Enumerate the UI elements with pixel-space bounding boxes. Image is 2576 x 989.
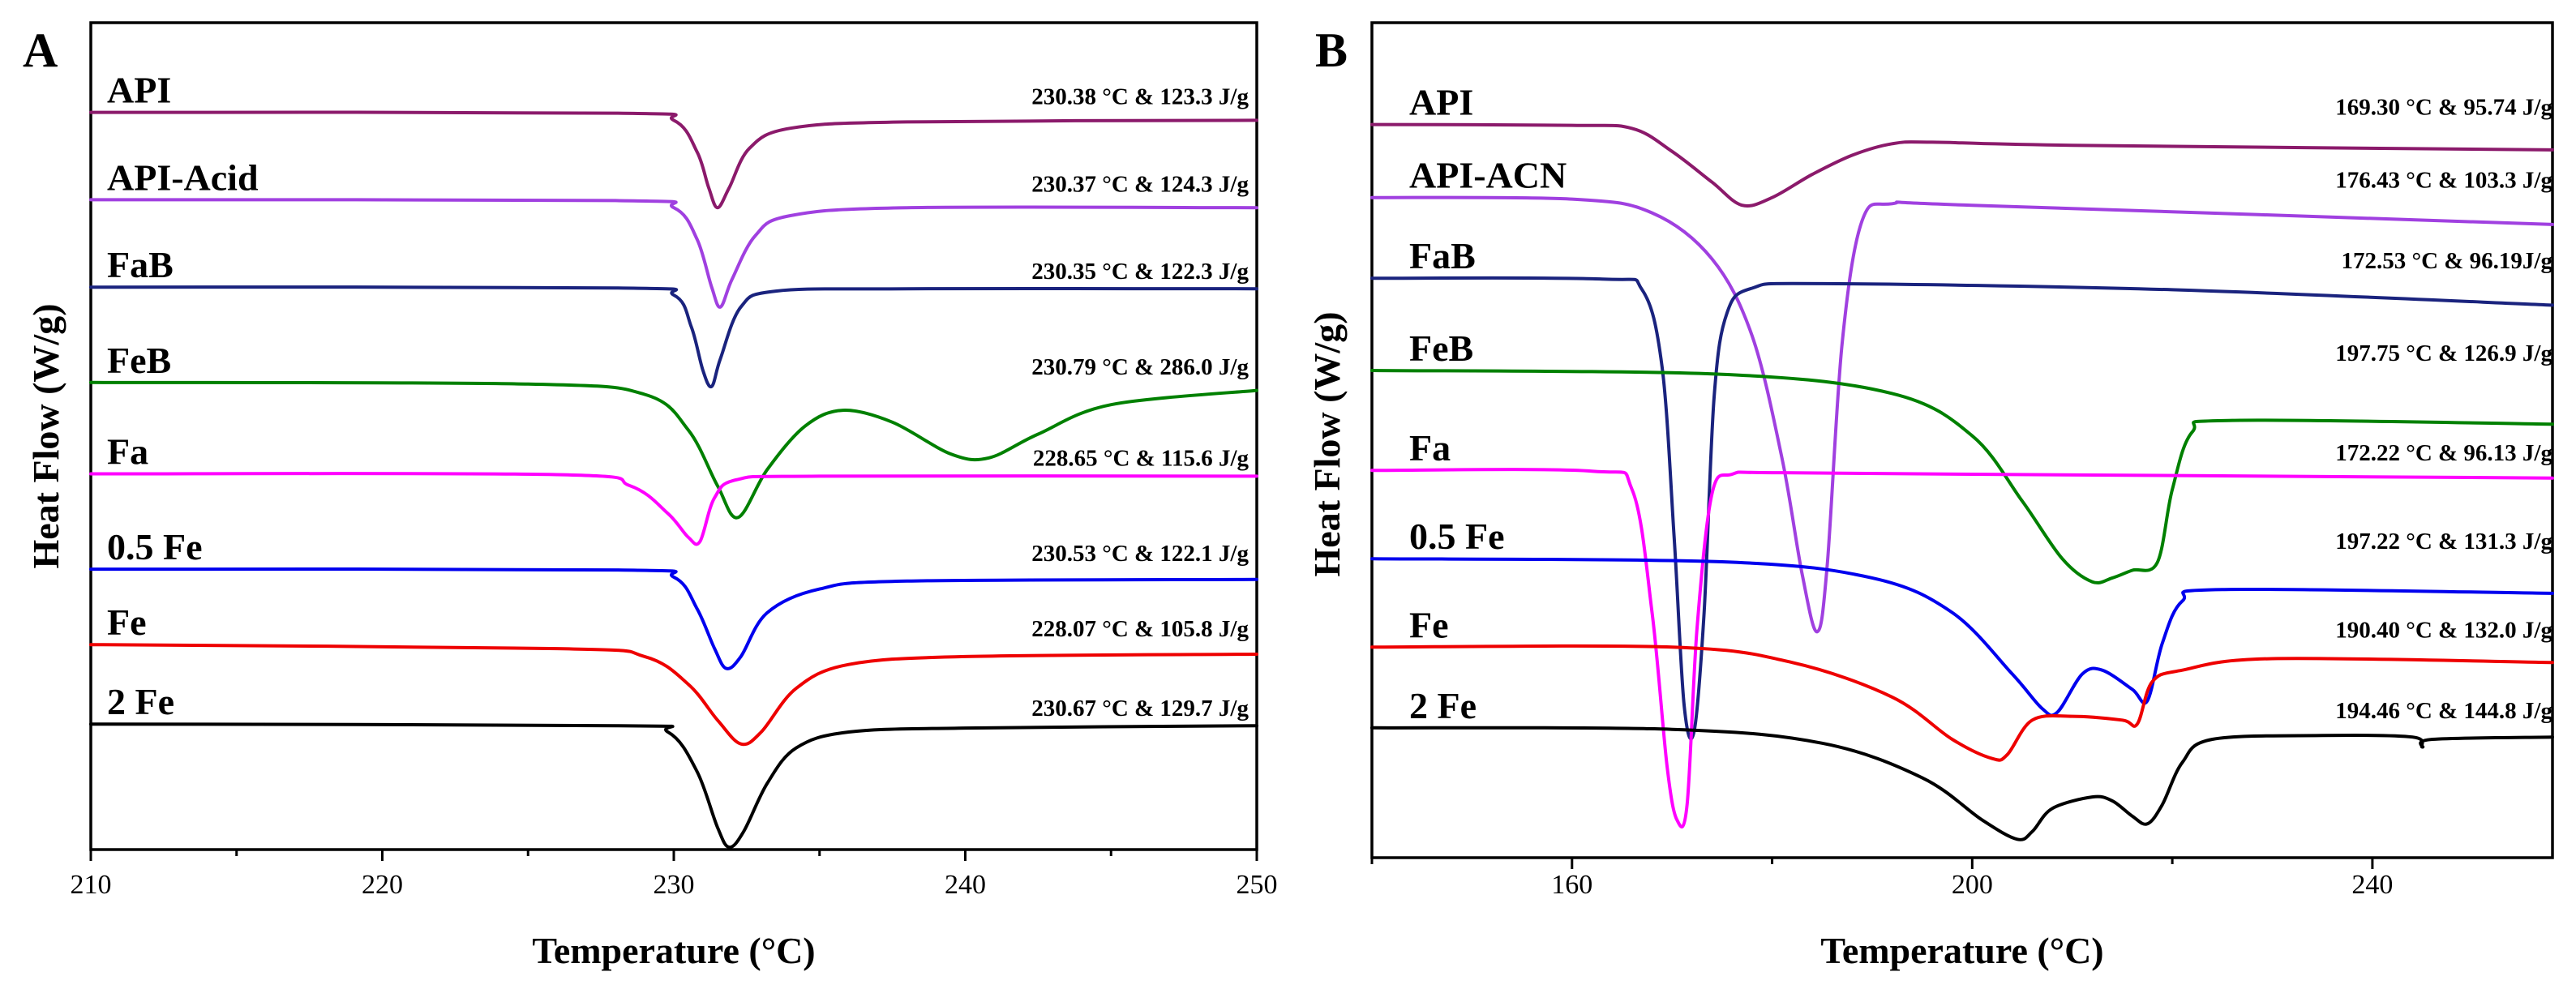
panel-a-y-axis-label: Heat Flow (W/g) — [25, 303, 66, 568]
series-label: 2 Fe — [1409, 685, 1477, 726]
series-annotation: 194.46 °C & 144.8 J/g — [2335, 698, 2552, 724]
series-curve-2-fe — [1370, 726, 2554, 841]
series-label: API-Acid — [107, 156, 259, 198]
series-curve-2-fe — [89, 722, 1258, 850]
panel-a-x-axis-label: Temperature (°C) — [532, 930, 815, 971]
series-curve-feb — [89, 380, 1258, 520]
panel-b-series-labels: API API-ACN FaB FeB Fa 0.5 Fe Fe 2 Fe — [1409, 82, 1567, 726]
series-curve-fab — [89, 285, 1258, 389]
panel-b-x-ticks: 160 200 240 — [1370, 858, 2393, 900]
x-tick-label: 160 — [1551, 870, 1592, 900]
panel-a-series-labels: API API-Acid FaB FeB Fa 0.5 Fe Fe 2 Fe — [107, 70, 259, 723]
series-label: Fa — [107, 431, 148, 473]
series-annotation: 230.79 °C & 286.0 J/g — [1031, 354, 1249, 380]
panel-a-curves — [89, 110, 1258, 850]
x-tick-label: 220 — [362, 870, 403, 900]
x-tick-label: 250 — [1237, 870, 1278, 900]
series-label: 0.5 Fe — [1409, 516, 1505, 557]
series-label: API — [1409, 82, 1473, 123]
panel-b-x-axis-label: Temperature (°C) — [1820, 930, 2103, 971]
x-tick-label: 200 — [1952, 870, 1993, 900]
series-curve-api-acn — [1370, 195, 2554, 634]
series-label: 0.5 Fe — [107, 526, 203, 567]
series-curve-feb — [1370, 369, 2554, 584]
series-curve-fab — [1370, 276, 2554, 741]
x-tick-label: 230 — [654, 870, 695, 900]
series-label: FeB — [107, 340, 171, 381]
series-label: Fe — [1409, 604, 1449, 645]
series-label: Fa — [1409, 427, 1451, 469]
panel-a-x-ticks: 210 220 230 240 250 — [71, 850, 1278, 900]
series-label: FeB — [1409, 328, 1473, 369]
series-annotation: 230.37 °C & 124.3 J/g — [1031, 171, 1249, 197]
series-label: Fe — [107, 602, 147, 643]
x-tick-label: 210 — [71, 870, 112, 900]
series-annotation: 230.53 °C & 122.1 J/g — [1031, 541, 1249, 567]
series-curve-fe — [1370, 644, 2554, 762]
x-tick-label: 240 — [2351, 870, 2393, 900]
series-annotation: 172.53 °C & 96.19J/g — [2341, 248, 2552, 274]
panel-b-annotations: 169.30 °C & 95.74 J/g 176.43 °C & 103.3 J… — [2335, 95, 2552, 724]
series-curve-api — [1370, 122, 2554, 208]
series-curve-api-acid — [89, 198, 1258, 309]
series-curve-fe — [89, 643, 1258, 747]
panel-a-annotations: 230.38 °C & 123.3 J/g 230.37 °C & 124.3 J… — [1031, 84, 1249, 722]
series-annotation: 228.65 °C & 115.6 J/g — [1033, 446, 1249, 472]
series-annotation: 230.35 °C & 122.3 J/g — [1031, 259, 1249, 285]
series-curve-fa — [1370, 468, 2554, 828]
panel-b-label: B — [1315, 24, 1348, 77]
series-annotation: 197.22 °C & 131.3 J/g — [2335, 529, 2552, 554]
series-annotation: 169.30 °C & 95.74 J/g — [2335, 95, 2552, 121]
panel-a: 210 220 230 240 250 API API-Acid FaB FeB Fa 0.5 F… — [23, 21, 1278, 971]
series-annotation: 230.38 °C & 123.3 J/g — [1031, 84, 1249, 110]
series-annotation: 230.67 °C & 129.7 J/g — [1031, 696, 1249, 721]
x-tick-label: 240 — [945, 870, 986, 900]
series-annotation: 172.22 °C & 96.13 J/g — [2335, 440, 2552, 466]
panel-b: 160 200 240 API API-ACN FaB FeB Fa 0.5 Fe Fe 2 Fe… — [1306, 21, 2554, 971]
series-curve-0-5-fe — [89, 567, 1258, 670]
series-label: FaB — [107, 244, 174, 285]
panel-b-axes-frame — [1370, 21, 2554, 859]
series-curve-0-5-fe — [1370, 557, 2554, 717]
panel-b-y-axis-label: Heat Flow (W/g) — [1306, 311, 1348, 576]
series-label: API-ACN — [1409, 155, 1567, 196]
series-curve-fa — [89, 472, 1258, 546]
series-annotation: 197.75 °C & 126.9 J/g — [2335, 340, 2552, 366]
series-annotation: 228.07 °C & 105.8 J/g — [1031, 616, 1249, 642]
series-annotation: 190.40 °C & 132.0 J/g — [2335, 617, 2552, 643]
series-label: API — [107, 70, 171, 111]
series-curve-api — [89, 110, 1258, 210]
panel-a-label: A — [23, 24, 58, 77]
series-annotation: 176.43 °C & 103.3 J/g — [2335, 168, 2552, 194]
panel-b-curves — [1370, 122, 2554, 841]
series-label: 2 Fe — [107, 681, 174, 722]
series-label: FaB — [1409, 235, 1476, 276]
